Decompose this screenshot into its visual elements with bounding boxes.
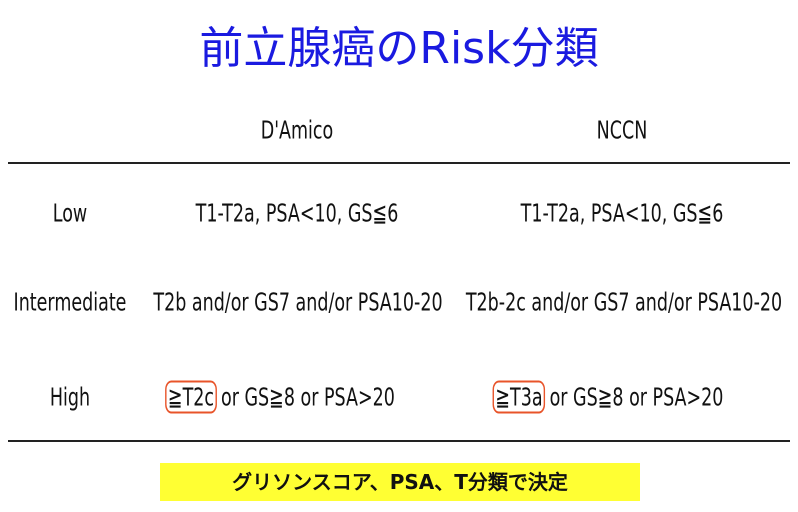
footer-note: グリソンスコア、PSA、T分類で決定: [160, 463, 640, 501]
highlight: ≧T2c: [165, 380, 217, 414]
table-rule: [8, 440, 790, 442]
cell: T2b and/or GS7 and/or PSA10-20: [153, 287, 443, 317]
cell-text: or GS≧8 or PSA>20: [549, 382, 724, 412]
row-label: High: [49, 382, 91, 412]
title: 前立腺癌のRisk分類: [199, 23, 599, 74]
cell: ≧T3a or GS≧8 or PSA>20: [492, 380, 724, 414]
column-header: D'Amico: [260, 115, 334, 145]
cell-text: or GS≧8 or PSA>20: [221, 382, 395, 412]
table-rule: [8, 162, 790, 164]
cell: T2b-2c and/or GS7 and/or PSA10-20: [465, 287, 783, 317]
row-label: Intermediate: [13, 287, 127, 317]
cell: ≧T2c or GS≧8 or PSA>20: [165, 380, 395, 414]
cell: T1-T2a, PSA<10, GS≦6: [520, 198, 724, 228]
highlight: ≧T3a: [492, 380, 546, 414]
column-header: NCCN: [596, 115, 648, 145]
row-label: Low: [52, 198, 88, 228]
cell: T1-T2a, PSA<10, GS≦6: [195, 198, 399, 228]
